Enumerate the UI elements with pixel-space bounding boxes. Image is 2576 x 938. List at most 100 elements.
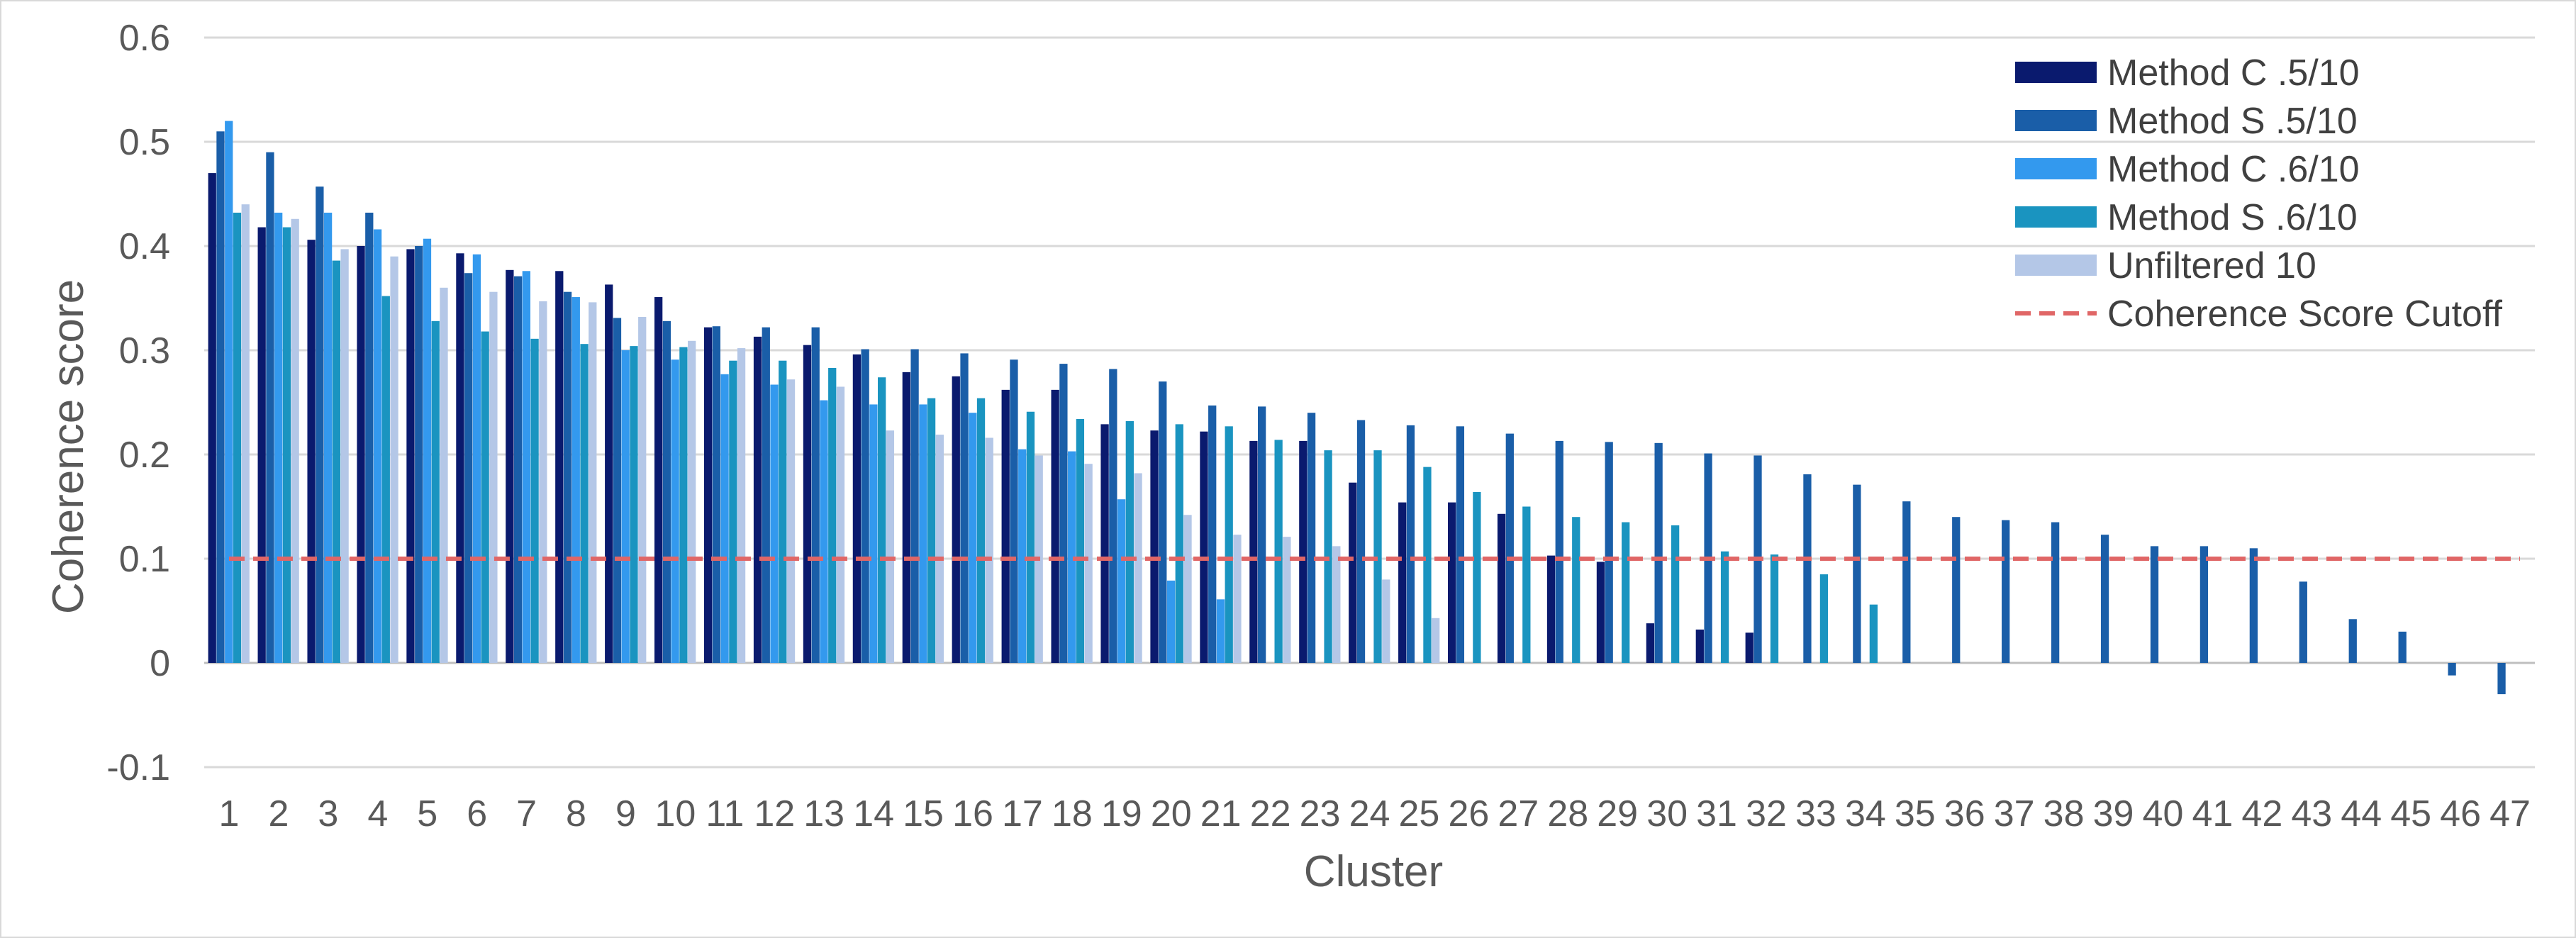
legend-swatch: [2015, 62, 2097, 83]
y-tick-label: 0.3: [119, 330, 170, 372]
x-tick-label: 18: [1052, 793, 1093, 834]
series-method-c-6-10: [225, 121, 1225, 664]
bar: [1695, 629, 1704, 663]
bar: [861, 349, 869, 663]
x-tick-label: 11: [706, 793, 744, 834]
x-tick-label: 23: [1300, 793, 1341, 834]
bar: [216, 131, 225, 664]
bar: [1225, 426, 1233, 663]
bar: [415, 246, 423, 663]
bar: [1018, 449, 1027, 663]
bar: [332, 260, 340, 664]
bar: [1299, 440, 1307, 663]
x-tick-label: 20: [1151, 793, 1192, 834]
bar: [1125, 420, 1134, 663]
bar: [1497, 513, 1506, 663]
bar: [737, 348, 746, 663]
bar: [1522, 506, 1531, 663]
bar: [1596, 562, 1605, 663]
bar: [1952, 517, 1961, 663]
bar: [1166, 580, 1176, 663]
x-tick-label: 1: [219, 793, 240, 834]
legend-label: Method S .6/10: [2107, 197, 2358, 238]
x-tick-label: 16: [952, 793, 993, 834]
bar: [225, 121, 233, 664]
bar: [291, 218, 299, 663]
x-tick-label: 41: [2192, 793, 2233, 834]
bar: [1456, 426, 1465, 663]
x-tick-label: 19: [1101, 793, 1142, 834]
bar: [976, 398, 986, 663]
bar: [820, 400, 828, 663]
bar: [2199, 546, 2209, 663]
bar: [836, 386, 845, 663]
bar: [1546, 555, 1556, 663]
bar: [274, 212, 283, 664]
bar: [464, 273, 473, 664]
bar: [638, 316, 647, 663]
bar: [1819, 574, 1829, 663]
bar: [1117, 499, 1126, 663]
bar: [762, 327, 770, 663]
x-tick-label: 40: [2143, 793, 2184, 834]
y-axis-title: Coherence score: [44, 279, 93, 614]
bar: [1654, 442, 1663, 663]
legend-swatch: [2015, 255, 2097, 276]
legend-label: Coherence Score Cutoff: [2107, 294, 2502, 335]
bar: [440, 287, 448, 663]
x-tick-label: 45: [2390, 793, 2431, 834]
legend-label: Method C .6/10: [2107, 149, 2360, 190]
bar: [1332, 546, 1341, 663]
x-tick-label: 5: [417, 793, 437, 834]
bar: [688, 340, 696, 663]
x-tick-label: 22: [1250, 793, 1291, 834]
bar: [2051, 522, 2060, 663]
bar: [1406, 425, 1415, 663]
bar: [729, 360, 737, 663]
bar: [1084, 464, 1093, 663]
bar: [257, 227, 266, 663]
y-tick-label: 0.5: [119, 122, 170, 163]
x-axis-ticks: 1 2 3 4 5 6 7 8 9 10 11 12 13 14 15 16 17 18 19 20 21 22 23 24 2…: [219, 793, 2531, 834]
legend-label: Method S .5/10: [2107, 101, 2358, 142]
legend-label: Unfiltered 10: [2107, 245, 2316, 286]
x-tick-label: 28: [1547, 793, 1588, 834]
bar: [2002, 520, 2010, 663]
bar: [679, 347, 688, 663]
bar: [605, 284, 613, 663]
bar: [513, 276, 523, 663]
bar: [2100, 535, 2109, 663]
y-tick-label: -0.1: [106, 747, 170, 788]
bar: [1432, 618, 1440, 663]
bar: [1001, 389, 1010, 663]
y-tick-label: 0.4: [119, 226, 170, 267]
bar: [1720, 551, 1729, 663]
y-tick-label: 0.6: [119, 18, 170, 59]
legend-label: Method C .5/10: [2107, 52, 2360, 94]
legend-swatch: [2015, 158, 2097, 179]
x-tick-label: 35: [1895, 793, 1936, 834]
bar: [1745, 632, 1753, 663]
x-tick-label: 27: [1498, 793, 1539, 834]
bar: [555, 271, 564, 663]
bar: [1068, 451, 1076, 663]
bar: [869, 404, 878, 663]
x-tick-label: 9: [615, 793, 636, 834]
x-tick-label: 10: [654, 793, 696, 834]
x-tick-label: 39: [2093, 793, 2134, 834]
bar: [208, 173, 216, 664]
bar: [1076, 419, 1085, 663]
x-tick-label: 26: [1448, 793, 1489, 834]
bar: [1373, 450, 1382, 663]
x-tick-label: 24: [1349, 793, 1390, 834]
bar: [589, 302, 597, 663]
x-tick-label: 12: [754, 793, 795, 834]
bar: [803, 345, 812, 663]
bar: [1671, 525, 1680, 663]
x-tick-label: 33: [1795, 793, 1836, 834]
x-tick-label: 38: [2043, 793, 2085, 834]
bar: [985, 437, 993, 663]
bar: [1216, 599, 1225, 663]
series-method-s-6-10: [233, 212, 1878, 664]
